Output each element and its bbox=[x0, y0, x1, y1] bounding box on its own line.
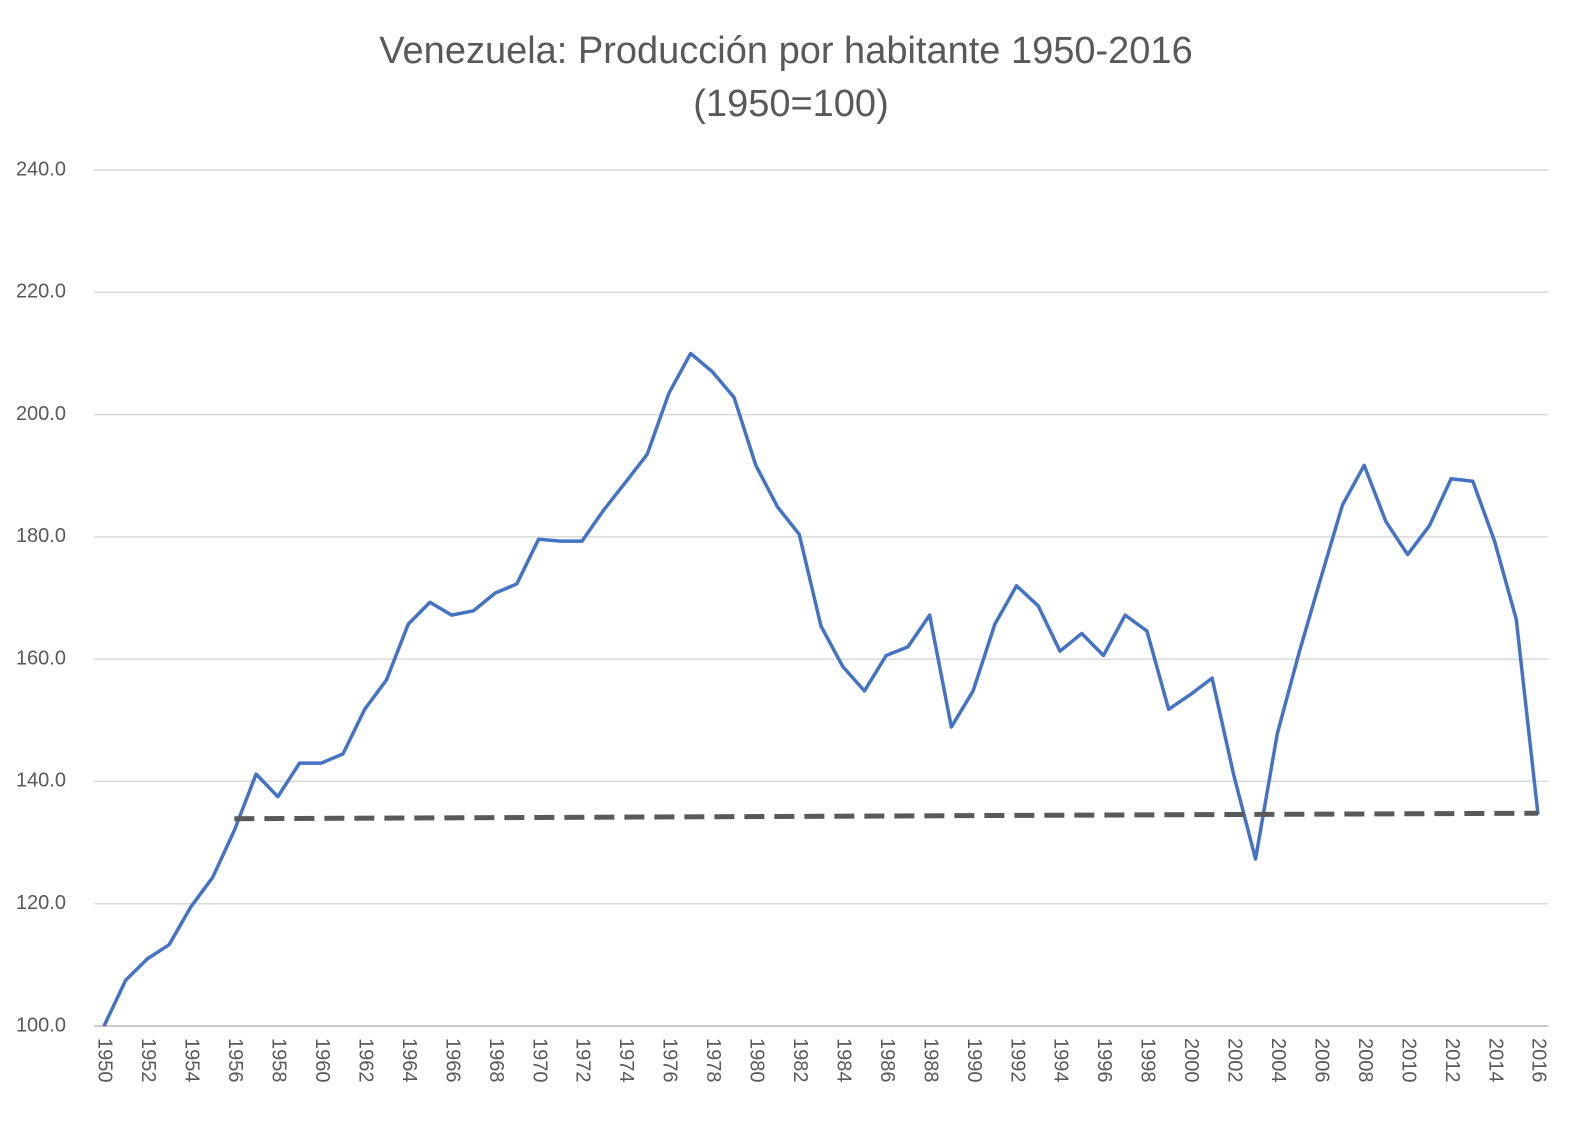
x-tick-label: 1966 bbox=[441, 1038, 463, 1083]
x-tick-label: 1962 bbox=[354, 1038, 376, 1083]
x-tick-label: 1964 bbox=[398, 1038, 420, 1083]
x-tick-label: 2010 bbox=[1397, 1038, 1419, 1083]
x-tick-label: 1960 bbox=[311, 1038, 333, 1083]
x-tick-label: 1954 bbox=[181, 1038, 203, 1083]
x-tick-label: 2002 bbox=[1224, 1038, 1246, 1083]
x-tick-label: 2000 bbox=[1180, 1038, 1202, 1083]
x-tick-label: 2004 bbox=[1267, 1038, 1289, 1083]
x-tick-label: 1950 bbox=[94, 1038, 116, 1083]
y-tick-label: 120.0 bbox=[16, 892, 66, 914]
x-tick-label: 1978 bbox=[702, 1038, 724, 1083]
x-tick-label: 2008 bbox=[1354, 1038, 1376, 1083]
x-tick-label: 1992 bbox=[1006, 1038, 1028, 1083]
x-tick-label: 1996 bbox=[1093, 1038, 1115, 1083]
x-tick-label: 1974 bbox=[615, 1038, 637, 1083]
x-tick-label: 1994 bbox=[1050, 1038, 1072, 1083]
x-tick-label: 1988 bbox=[919, 1038, 941, 1083]
trend-line bbox=[234, 810, 1539, 822]
x-tick-label: 1982 bbox=[789, 1038, 811, 1083]
x-tick-label: 2014 bbox=[1484, 1038, 1506, 1083]
x-tick-label: 1980 bbox=[746, 1038, 768, 1083]
x-tick-label: 1956 bbox=[224, 1038, 246, 1083]
y-tick-label: 140.0 bbox=[16, 770, 66, 792]
x-tick-label: 2012 bbox=[1441, 1038, 1463, 1083]
y-tick-label: 240.0 bbox=[16, 158, 66, 180]
x-tick-label: 1972 bbox=[572, 1038, 594, 1083]
y-tick-label: 180.0 bbox=[16, 525, 66, 547]
x-tick-label: 2006 bbox=[1310, 1038, 1332, 1083]
y-tick-label: 200.0 bbox=[16, 403, 66, 425]
x-tick-label: 1970 bbox=[528, 1038, 550, 1083]
y-tick-label: 160.0 bbox=[16, 647, 66, 669]
chart-title: Venezuela: Producción por habitante 1950… bbox=[379, 30, 1192, 72]
x-tick-label: 1984 bbox=[832, 1038, 854, 1083]
x-tick-label: 1998 bbox=[1137, 1038, 1159, 1083]
chart-subtitle: (1950=100) bbox=[693, 83, 888, 125]
x-tick-label: 1958 bbox=[268, 1038, 290, 1083]
x-tick-label: 1952 bbox=[137, 1038, 159, 1083]
data-line bbox=[102, 351, 1540, 1027]
y-tick-label: 220.0 bbox=[16, 281, 66, 303]
x-tick-label: 2016 bbox=[1528, 1038, 1550, 1083]
y-tick-label: 100.0 bbox=[16, 1014, 66, 1036]
x-tick-label: 1986 bbox=[876, 1038, 898, 1083]
x-tick-label: 1968 bbox=[485, 1038, 507, 1083]
x-tick-label: 1990 bbox=[963, 1038, 985, 1083]
x-tick-label: 1976 bbox=[659, 1038, 681, 1083]
